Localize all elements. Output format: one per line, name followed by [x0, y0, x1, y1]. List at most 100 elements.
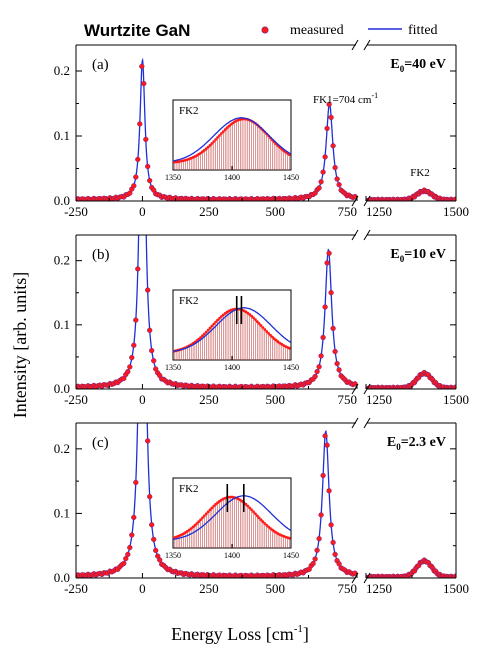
x-tick-label: 250 [199, 581, 219, 596]
measured-point [318, 353, 324, 359]
figure-title: Wurtzite GaN [84, 21, 190, 40]
measured-point [133, 317, 139, 323]
inset-x-tick-label: 1400 [224, 551, 240, 560]
measured-point [125, 551, 131, 558]
inset-measured-point [223, 128, 227, 132]
inset-measured-point [214, 502, 218, 506]
inset-measured-point [212, 322, 216, 326]
x-tick-label: 500 [266, 581, 286, 596]
measured-point [452, 196, 456, 201]
energy-subscript: 0 [396, 442, 401, 452]
panel-c: 0.00.10.2-250 0 250 500 750 1250 1500(c) E0=2.3… [54, 417, 469, 596]
measured-point [318, 512, 324, 518]
inset-measured-point [265, 330, 269, 333]
inset-measured-point [216, 136, 220, 139]
measured-point [312, 373, 318, 380]
measured-point [145, 163, 151, 170]
x-tick-label: 0 [139, 392, 146, 407]
inset-measured-point [208, 326, 212, 330]
axis-break-mark [363, 195, 371, 207]
panel-data [76, 57, 456, 201]
x-tick-label: -250 [64, 204, 88, 219]
panel-label: (b) [92, 247, 110, 263]
panel-label: (a) [92, 57, 109, 73]
x-tick-label: 1250 [366, 392, 392, 407]
inset-measured-point [214, 138, 218, 141]
measured-point [320, 334, 326, 341]
measured-point [316, 185, 322, 191]
x-tick-label: 750 [338, 392, 358, 407]
measured-point [324, 125, 330, 132]
energy-symbol: E [390, 247, 399, 262]
inset-measured-point [261, 326, 265, 329]
x-axis-label-main: Energy Loss [cm [171, 624, 294, 644]
measured-point [324, 260, 330, 266]
inset: FK2 1350 1400 1450 [165, 477, 299, 560]
measured-point [149, 522, 155, 528]
measured-point [452, 384, 456, 389]
y-tick-label: 0.2 [54, 63, 70, 78]
axis-break-mark [363, 383, 371, 395]
inset-label: FK2 [179, 483, 199, 495]
inset-measured-point [206, 510, 210, 514]
measured-point [145, 438, 151, 444]
inset-measured-point [210, 506, 214, 510]
measured-point [316, 536, 322, 542]
panel-label: (c) [92, 435, 109, 451]
measured-point [314, 547, 320, 553]
x-axis-label-sup: -1 [294, 623, 303, 635]
measured-point [330, 325, 336, 332]
inset-measured-point [254, 512, 257, 516]
inset-measured-point [255, 320, 259, 323]
measured-point [121, 560, 127, 567]
inset-measured-point [272, 337, 276, 341]
measured-point [328, 522, 334, 528]
inset-measured-point [204, 512, 208, 516]
measured-point [334, 360, 340, 367]
inset-x-tick-label: 1350 [165, 173, 181, 182]
inset-measured-point [221, 130, 225, 134]
measured-point [151, 358, 157, 364]
measured-point [137, 121, 143, 127]
measured-point [133, 174, 139, 180]
x-axis-label: Energy Loss [cm-1] [171, 623, 309, 644]
inset-measured-point [197, 520, 201, 524]
measured-point [141, 80, 147, 87]
x-tick-label: 1250 [366, 581, 392, 596]
measured-point [322, 154, 328, 160]
energy-symbol: E [390, 57, 399, 72]
inset-measured-point [208, 508, 212, 512]
measured-point [157, 557, 163, 563]
inset-measured-point [261, 520, 265, 524]
measured-point [131, 183, 137, 189]
measured-point [336, 367, 342, 373]
measured-point [123, 555, 129, 562]
inset: FK2 1350 1400 1450 [165, 289, 299, 372]
inset-measured-point [267, 525, 270, 529]
inset-measured-point [206, 145, 210, 149]
measured-point [332, 348, 338, 355]
measured-point [310, 560, 316, 567]
measured-point [326, 488, 332, 494]
x-tick-label: 250 [199, 392, 219, 407]
inset-measured-point [271, 335, 274, 339]
measured-point [135, 156, 141, 163]
measured-point [328, 290, 334, 296]
measured-point [153, 547, 159, 554]
measured-point [332, 551, 338, 558]
x-tick-label: -250 [64, 581, 88, 596]
inset-measured-point [210, 324, 214, 328]
inset-measured-point [203, 332, 206, 336]
inset-measured-point [263, 522, 267, 525]
y-tick-label: 0.2 [54, 441, 70, 456]
inset-measured-point [201, 516, 204, 520]
energy-subscript: 0 [400, 254, 405, 264]
inset-measured-point [252, 510, 255, 514]
inset-measured-point [252, 316, 255, 320]
inset-measured-point [250, 508, 254, 512]
measured-point [312, 556, 318, 562]
inset-x-tick-label: 1400 [224, 173, 240, 182]
measured-point [143, 136, 149, 143]
inset-x-tick-label: 1400 [224, 363, 240, 372]
